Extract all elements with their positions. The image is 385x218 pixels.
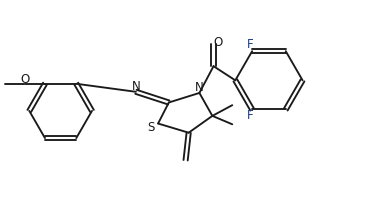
Text: S: S xyxy=(147,121,155,134)
Text: N: N xyxy=(195,81,204,94)
Text: F: F xyxy=(247,109,254,123)
Text: F: F xyxy=(247,38,254,51)
Text: O: O xyxy=(214,36,223,49)
Text: O: O xyxy=(20,73,30,86)
Text: N: N xyxy=(132,80,140,93)
